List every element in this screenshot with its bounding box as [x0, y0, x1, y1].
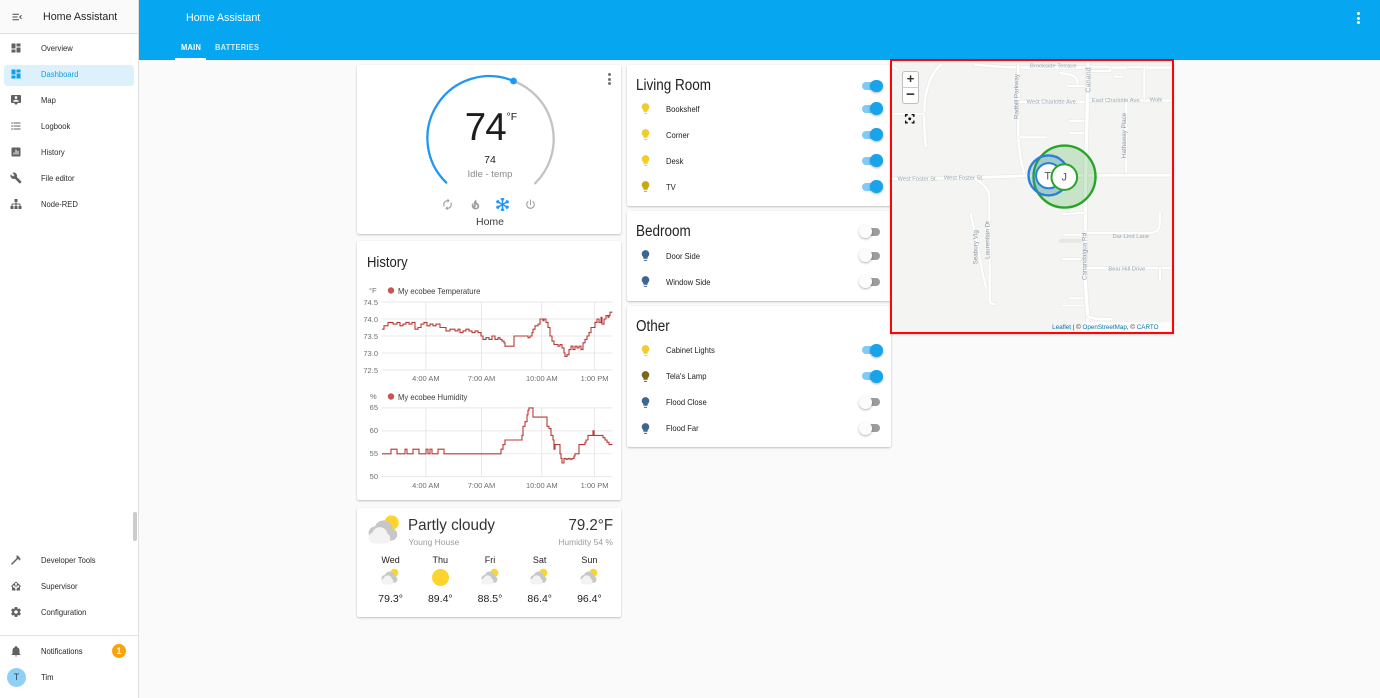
svg-text:T: T: [1045, 170, 1052, 182]
svg-text:Dar-Lind Lane: Dar-Lind Lane: [1113, 234, 1150, 240]
svg-text:J: J: [1062, 171, 1068, 183]
svg-text:Hathaway Place: Hathaway Place: [1121, 112, 1128, 158]
svg-text:Bear Hill Drive: Bear Hill Drive: [1109, 266, 1146, 272]
svg-text:Seabury Vlg: Seabury Vlg: [973, 229, 980, 264]
svg-text:Radbill Parkway: Radbill Parkway: [1013, 73, 1020, 119]
svg-text:West Foster St.: West Foster St.: [898, 176, 938, 182]
svg-text:West Charlotte Ave.: West Charlotte Ave.: [1027, 99, 1078, 105]
svg-text:Walk: Walk: [1150, 97, 1163, 103]
svg-text:Leaflet | © OpenStreetMap, © C: Leaflet | © OpenStreetMap, © CARTO: [1052, 322, 1158, 330]
svg-text:Canandaigua Rd: Canandaigua Rd: [1082, 232, 1089, 280]
svg-text:Canand: Canand: [1083, 67, 1092, 92]
svg-text:Brookside Terrace: Brookside Terrace: [1030, 63, 1077, 69]
svg-text:East Charlotte Ave.: East Charlotte Ave.: [1092, 98, 1142, 104]
svg-text:West Foster St.: West Foster St.: [944, 175, 984, 181]
svg-text:Laurentian Dr: Laurentian Dr: [985, 220, 992, 258]
